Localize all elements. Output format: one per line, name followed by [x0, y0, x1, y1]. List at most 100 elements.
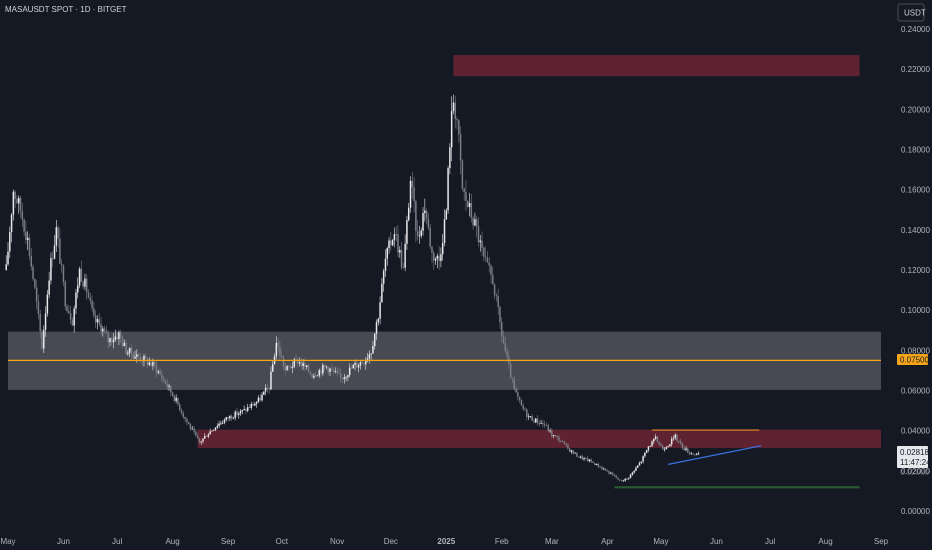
candle-body — [493, 284, 496, 296]
candle-body — [35, 287, 38, 302]
candle-body — [347, 375, 349, 378]
candle-body — [379, 302, 381, 319]
time-tick-label: Jun — [710, 537, 723, 546]
candle-body — [175, 397, 177, 401]
price-tick-label: 0.16000 — [901, 186, 930, 195]
candle-body — [136, 354, 138, 357]
candle-body — [255, 401, 258, 404]
candle-body — [449, 147, 451, 169]
candle-body — [211, 430, 213, 432]
candle-body — [161, 374, 163, 379]
candle-body — [506, 351, 508, 357]
candle-body — [216, 425, 219, 428]
candle-body — [334, 371, 337, 372]
candle-body — [670, 439, 673, 445]
resistance-zone — [453, 55, 860, 77]
candle-body — [195, 431, 197, 436]
candle-body — [359, 362, 362, 366]
candle-body — [196, 435, 199, 439]
candle-body — [96, 319, 99, 323]
candle-body — [266, 387, 269, 389]
candle-body — [173, 395, 176, 401]
candle-body — [610, 472, 612, 474]
candle-body — [561, 441, 564, 443]
candle-body — [232, 417, 235, 419]
candle-body — [499, 306, 501, 323]
candle-body — [214, 427, 217, 430]
candle-body — [695, 453, 698, 455]
candle-body — [85, 278, 88, 293]
candle-body — [182, 413, 185, 417]
candle-body — [284, 366, 287, 371]
candle-body — [348, 367, 351, 376]
candle-body — [458, 120, 460, 135]
candle-body — [125, 342, 127, 355]
candle-body — [676, 434, 678, 441]
candle-body — [425, 210, 428, 219]
price-tick-label: 0.00000 — [901, 507, 930, 516]
time-tick-label: Jul — [765, 537, 775, 546]
candle-body — [581, 456, 583, 460]
candle-body — [218, 423, 220, 426]
candle-body — [626, 478, 628, 480]
time-tick-label: Feb — [495, 537, 509, 546]
candle-body — [515, 389, 517, 393]
candle-body — [441, 242, 444, 255]
candle-body — [397, 234, 399, 253]
candle-body — [345, 377, 347, 378]
candle-body — [549, 430, 551, 432]
candle-body — [568, 448, 571, 452]
candle-body — [518, 396, 521, 400]
candle-body — [5, 264, 7, 270]
candle-body — [585, 458, 587, 459]
candle-body — [327, 366, 329, 373]
candle-body — [91, 300, 93, 309]
candle-body — [225, 417, 227, 420]
candle-body — [94, 315, 97, 323]
candle-body — [261, 394, 263, 401]
candle-body — [238, 413, 240, 415]
candle-body — [635, 467, 637, 471]
candle-body — [53, 245, 56, 259]
candle-body — [252, 404, 254, 406]
candle-body — [484, 256, 487, 258]
candle-body — [17, 197, 20, 204]
price-axis[interactable]: 0.24000 0.22000 0.20000 0.18000 0.16000 0.140… — [901, 25, 930, 516]
candle-body — [293, 359, 295, 367]
candle-body — [365, 360, 367, 365]
candle-body — [592, 461, 594, 464]
candle-body — [73, 308, 75, 326]
time-tick-label: Nov — [330, 537, 344, 546]
candle-body — [502, 336, 505, 344]
candle-body — [23, 219, 25, 232]
candle-body — [26, 237, 29, 241]
candle-body — [570, 450, 573, 452]
candle-body — [119, 332, 122, 338]
price-tick-label: 0.02000 — [901, 467, 930, 476]
candle-body — [361, 362, 363, 364]
candle-body — [64, 282, 66, 307]
candle-body — [377, 318, 380, 323]
candle-body — [463, 188, 465, 193]
candle-body — [282, 357, 285, 367]
candle-body — [477, 226, 480, 243]
candle-body — [672, 437, 675, 440]
candle-body — [155, 365, 158, 373]
candle-body — [472, 217, 474, 226]
candle-body — [166, 383, 168, 387]
candle-body — [9, 232, 11, 252]
candle-body — [207, 434, 210, 437]
candle-body — [375, 322, 378, 334]
candle-body — [542, 422, 544, 425]
currency-button[interactable]: USDT — [897, 3, 926, 22]
candle-body — [433, 252, 435, 261]
candle-body — [246, 407, 249, 411]
candle-body — [617, 477, 619, 480]
candle-body — [649, 446, 651, 447]
candle-body — [658, 441, 660, 445]
time-axis[interactable]: May Jun Jul Aug Sep Oct Nov Dec 2025 Feb Mar Apr May… — [0, 537, 888, 546]
candle-body — [474, 219, 476, 226]
candle-body — [533, 420, 535, 423]
candle-body — [527, 416, 530, 418]
